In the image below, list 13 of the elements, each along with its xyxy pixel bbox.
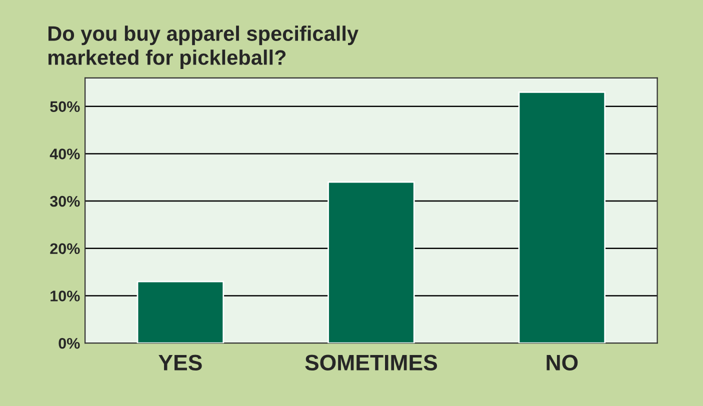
y-tick-label: 30% [50, 196, 80, 207]
y-tick-label: 10% [50, 290, 80, 302]
x-tick-label: NO [546, 354, 578, 371]
chart-title: Do you buy apparel specifically marketed for pickleball? [48, 26, 358, 70]
bar [518, 91, 606, 344]
y-tick-label: 20% [50, 243, 80, 254]
bar [328, 181, 415, 344]
y-tick-label: 0% [58, 338, 80, 349]
x-tick-label: SOMETIMES [305, 354, 437, 371]
x-tick-label: YES [158, 354, 202, 371]
bar [136, 280, 224, 344]
y-tick-label: 50% [50, 101, 80, 112]
y-tick-label: 40% [50, 148, 80, 160]
